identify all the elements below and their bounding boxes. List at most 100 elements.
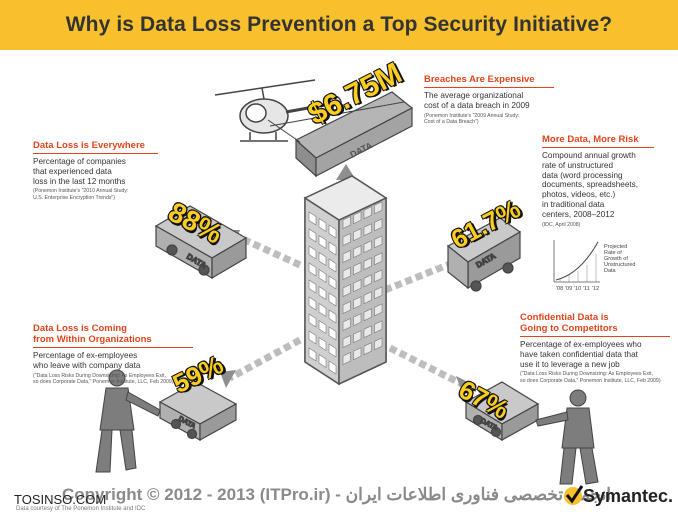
building-window (363, 206, 372, 220)
mini-chart-label: Data (604, 268, 617, 274)
callout-within-source: ("Data Loss Risks During Downsizing: As … (33, 372, 174, 385)
building-window (353, 245, 362, 259)
callout-breaches-source: (Ponemon Institute's "2009 Annual Study:… (424, 112, 520, 125)
callout-everywhere-source: (Ponemon Institute's "2010 Annual Study:… (33, 188, 129, 201)
mini-chart-label: Projected (604, 244, 627, 250)
building-window (328, 241, 337, 256)
callout-breaches-rule (424, 87, 554, 88)
truck-more-data: DATA (446, 217, 522, 292)
building-window (374, 235, 383, 249)
truck-everywhere: DATA (154, 205, 248, 280)
title-banner: Why is Data Loss Prevention a Top Securi… (0, 0, 678, 50)
building-window (308, 279, 317, 294)
callout-everywhere-title: Data Loss is Everywhere (33, 140, 145, 151)
symantec-check-icon (564, 485, 584, 505)
building-window (318, 268, 327, 284)
mini-chart-year: '10 (574, 286, 581, 292)
building-window (363, 257, 372, 271)
symantec-logo: Symantec. (583, 486, 674, 506)
figure-left (95, 369, 161, 473)
callout-breaches: Breaches Are Expensive The average organ… (424, 74, 554, 125)
callout-more-data: More Data, More Risk Compound annual gro… (542, 134, 654, 228)
cart-within: DATA (158, 381, 238, 442)
building-window (353, 296, 362, 310)
building-window (374, 269, 383, 283)
building-window (308, 228, 317, 243)
building-window (342, 352, 351, 365)
building-window (374, 303, 383, 317)
building-window (308, 262, 317, 277)
building-window (342, 250, 351, 263)
building-window (328, 224, 337, 239)
building-window (353, 211, 362, 225)
building-window (318, 251, 327, 267)
callout-everywhere-desc: Percentage of companies that experienced… (33, 157, 126, 186)
infographic-scene: DATA DATA DATA DATA DATA (95, 79, 636, 485)
building-window (318, 217, 327, 233)
building-window (374, 286, 383, 300)
building-window (374, 337, 383, 351)
building-window (342, 233, 351, 246)
building-window (342, 216, 351, 229)
figure-right (535, 389, 599, 485)
office-building (303, 175, 388, 386)
building-window (363, 240, 372, 254)
mini-chart-year: '11 (583, 286, 590, 292)
arrow-to-more-data (383, 258, 457, 294)
building-window (308, 211, 317, 226)
building-window (353, 228, 362, 242)
building-window (374, 201, 383, 215)
building-window (308, 347, 317, 362)
footer-note: Data courtesy of The Ponemon Institute a… (16, 506, 146, 512)
footer-site: TOSINSO.COM (14, 492, 107, 507)
callout-breaches-title: Breaches Are Expensive (424, 74, 535, 85)
arrow-head-downright (456, 376, 476, 392)
callout-everywhere: Data Loss is Everywhere Percentage of co… (33, 140, 158, 201)
building-window (318, 336, 327, 352)
building-window (374, 218, 383, 232)
arrow-to-competitors (388, 344, 464, 388)
building-window (308, 313, 317, 328)
cart-competitors: DATA (464, 381, 540, 442)
building-window (363, 291, 372, 305)
building-window (328, 326, 337, 341)
building-window (318, 302, 327, 318)
building-window (353, 262, 362, 276)
building-window (363, 274, 372, 288)
building-window (308, 330, 317, 345)
building-window (328, 309, 337, 324)
building-window (328, 258, 337, 273)
building-window (342, 284, 351, 297)
mini-chart-label: Rate of (604, 250, 622, 256)
callout-breaches-desc: The average organizational cost of a dat… (424, 91, 530, 110)
building-window (342, 335, 351, 348)
building-window (363, 223, 372, 237)
footer-copyright: Copyright © 2012 - 2013 (ITPro.ir) - انج… (62, 485, 612, 504)
arrow-head-downleft (220, 370, 236, 388)
building-window (308, 245, 317, 260)
building-window (342, 301, 351, 314)
building-window (328, 360, 337, 375)
callout-within-rule (33, 347, 193, 348)
callout-more-data-source: (IDC, April 2008) (542, 221, 581, 228)
building-window (328, 275, 337, 290)
callout-everywhere-rule (33, 153, 158, 154)
building-window (374, 252, 383, 266)
callout-competitors-title: Confidential Data is Going to Competitor… (520, 312, 618, 334)
breach-box: DATA (267, 91, 414, 178)
building-window (318, 353, 327, 369)
building-window (318, 234, 327, 250)
mini-chart-year: '12 (592, 286, 599, 292)
arrow-to-everywhere (234, 232, 302, 269)
building-window (308, 296, 317, 311)
mini-chart-year: '09 (565, 286, 572, 292)
callout-competitors-source: ("Data Loss Risks During Downsizing: As … (520, 371, 661, 384)
callout-competitors-desc: Percentage of ex-employees who have take… (520, 340, 642, 369)
building-window (318, 285, 327, 301)
building-window (342, 318, 351, 331)
page-title: Why is Data Loss Prevention a Top Securi… (65, 13, 613, 36)
building-window (363, 308, 372, 322)
building-window (353, 347, 362, 361)
callout-more-data-desc: Compound annual growth rate of unstructu… (542, 151, 639, 219)
